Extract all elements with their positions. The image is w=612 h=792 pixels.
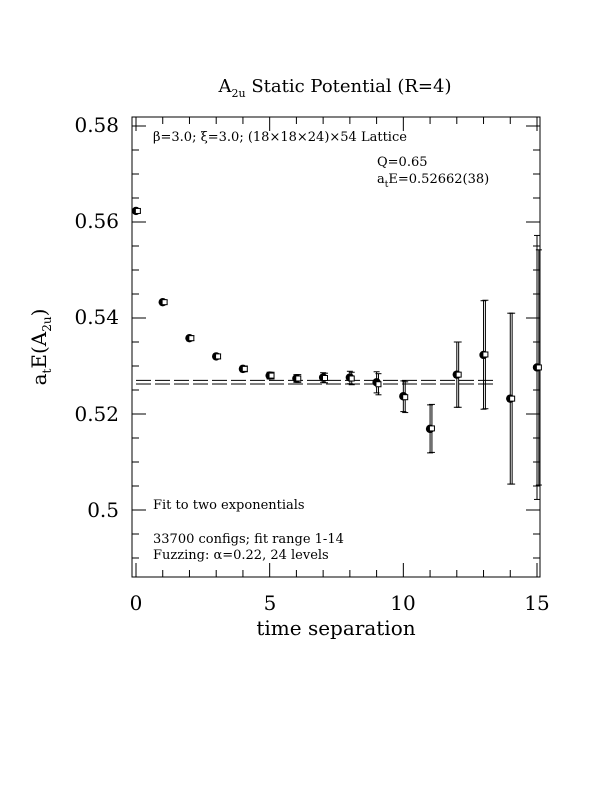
annotations: β=3.0; ξ=3.0; (18×18×24)×54 Lattice Q=0.… [153, 130, 489, 563]
data-point [134, 207, 141, 214]
y-tick-label: 0.58 [74, 113, 119, 137]
y-tick-label: 0.5 [87, 498, 119, 522]
data-point [348, 375, 355, 382]
x-tick-label: 15 [524, 591, 549, 615]
x-tick-label: 0 [130, 591, 143, 615]
axis-ticks [132, 117, 540, 577]
chart-title: A2u Static Potential (R=4) [218, 76, 452, 100]
q-annotation: Q=0.65 [377, 155, 428, 170]
data-point [241, 365, 248, 372]
plot-frame [131, 116, 541, 578]
data-point [509, 395, 516, 402]
y-tick-label: 0.52 [74, 402, 119, 426]
data-point [375, 381, 382, 388]
data-marks [131, 206, 542, 500]
data-point [295, 375, 302, 382]
data-point [482, 351, 489, 358]
y-tick-labels: 0.5 0.52 0.54 0.56 0.58 [74, 113, 119, 522]
fit-type-annotation: Fit to two exponentials [153, 498, 305, 513]
fuzzing-annotation: Fuzzing: α=0.22, 24 levels [153, 548, 329, 563]
y-axis-label: atE(A2u) [27, 309, 54, 386]
energy-annotation: atE=0.52662(38) [377, 172, 489, 190]
y-tick-label: 0.56 [74, 209, 119, 233]
data-point [428, 425, 435, 432]
x-tick-label: 5 [264, 591, 277, 615]
data-point [268, 372, 275, 379]
configs-annotation: 33700 configs; fit range 1-14 [153, 532, 344, 547]
data-point [535, 364, 542, 371]
fit-band [136, 379, 497, 385]
x-tick-label: 10 [390, 591, 415, 615]
data-point [215, 353, 222, 360]
data-point [188, 335, 195, 342]
data-point [455, 371, 462, 378]
data-point [322, 375, 329, 381]
data-point [402, 394, 409, 401]
lattice-annotation: β=3.0; ξ=3.0; (18×18×24)×54 Lattice [153, 130, 407, 145]
x-axis-label: time separation [256, 616, 415, 640]
data-point [161, 299, 168, 306]
y-tick-label: 0.54 [74, 305, 119, 329]
x-tick-labels: 0 5 10 15 [130, 591, 550, 615]
